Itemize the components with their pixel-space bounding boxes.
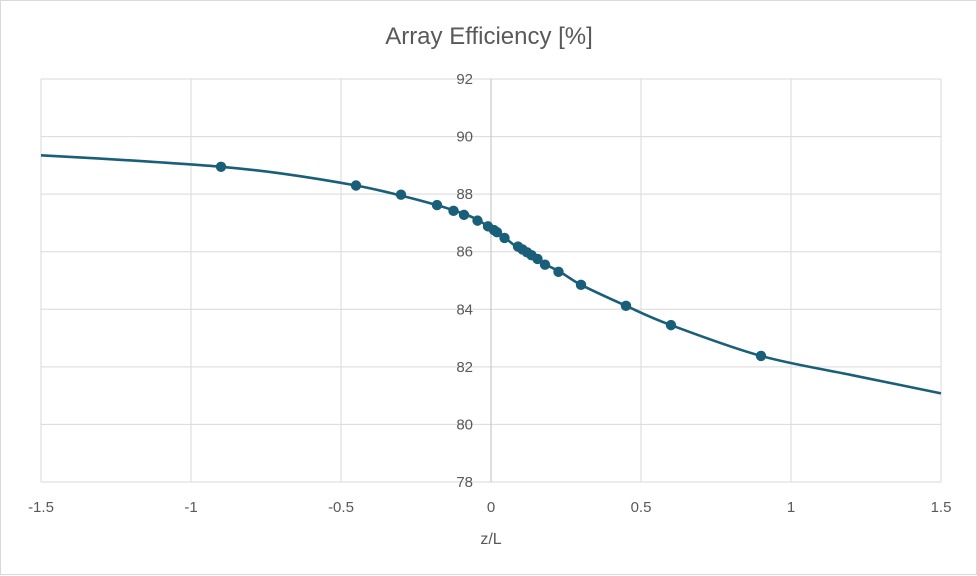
y-tick-label: 82 xyxy=(456,359,473,376)
y-tick-labels: 78 80 82 84 86 88 90 92 xyxy=(456,71,473,491)
data-point xyxy=(755,350,767,362)
data-point xyxy=(553,266,564,278)
data-series xyxy=(40,153,942,395)
y-tick-label: 86 xyxy=(456,244,473,261)
x-tick-label: 0.5 xyxy=(631,499,652,516)
x-axis-title: z/L xyxy=(480,531,501,548)
chart-title: Array Efficiency [%] xyxy=(385,23,593,50)
data-point xyxy=(665,319,677,331)
x-tick-label: -1.5 xyxy=(28,499,54,516)
data-point xyxy=(215,161,227,172)
x-tick-label: -0.5 xyxy=(328,499,354,516)
x-tick-label: -1 xyxy=(184,499,197,516)
y-tick-label: 78 xyxy=(456,474,473,491)
data-point xyxy=(499,232,510,244)
x-tick-labels: -1.5 -1 -0.5 0 0.5 1 1.5 xyxy=(28,499,951,516)
data-point xyxy=(539,259,551,270)
data-point xyxy=(532,253,543,265)
data-point xyxy=(350,180,362,191)
data-point xyxy=(472,215,483,226)
grid xyxy=(40,78,942,483)
y-tick-label: 92 xyxy=(456,71,473,88)
y-tick-label: 80 xyxy=(456,416,473,433)
y-tick-label: 84 xyxy=(456,301,473,318)
x-tick-label: 1.5 xyxy=(931,499,952,516)
data-point xyxy=(575,279,587,291)
y-tick-label: 90 xyxy=(456,129,473,146)
y-tick-label: 88 xyxy=(456,186,473,203)
data-point xyxy=(620,300,632,312)
x-tick-label: 0 xyxy=(487,499,495,516)
data-point xyxy=(448,205,459,217)
data-point xyxy=(458,209,470,221)
data-point xyxy=(395,189,407,200)
data-point xyxy=(491,226,503,238)
data-point xyxy=(431,199,443,211)
x-tick-label: 1 xyxy=(787,499,795,516)
